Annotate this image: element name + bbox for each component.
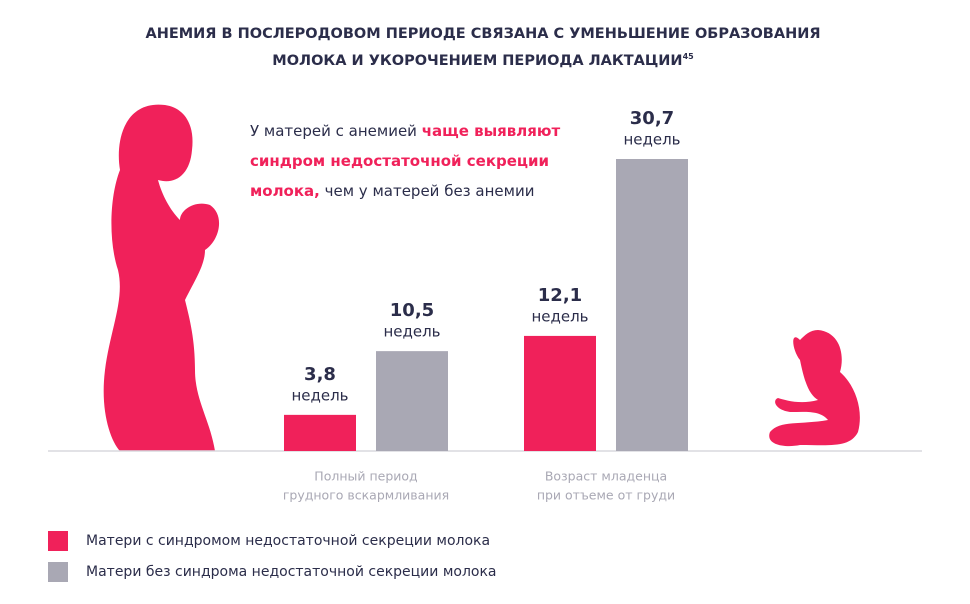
annotation-text: У матерей с анемией xyxy=(250,122,422,140)
value-unit: недель xyxy=(623,131,680,149)
value-unit: недель xyxy=(531,307,588,325)
legend-swatch xyxy=(48,531,68,551)
annotation: У матерей с анемией чаще выявляют синдро… xyxy=(250,116,570,206)
legend-label: Матери без синдрома недостаточной секрец… xyxy=(86,564,497,580)
annotation-text: чем у матерей без анемии xyxy=(319,182,535,200)
value-label: 30,7 xyxy=(630,108,674,129)
mother-silhouette xyxy=(103,104,220,451)
category-label: Возраст младенца xyxy=(545,469,667,484)
annotation-emphasis: чаще выявляют синдром недостаточной секр… xyxy=(250,122,561,200)
category-label: Полный период xyxy=(314,469,417,484)
bar xyxy=(284,414,356,451)
value-label: 10,5 xyxy=(390,300,434,321)
chart-title: МОЛОКА И УКОРОЧЕНИЕМ ПЕРИОДА ЛАКТАЦИИ45 xyxy=(0,52,966,69)
title-ref: 45 xyxy=(682,52,694,61)
value-label: 12,1 xyxy=(538,285,582,306)
bar xyxy=(616,159,688,451)
value-unit: недель xyxy=(383,323,440,341)
category-label: при отъеме от груди xyxy=(537,488,675,503)
chart-title: МОЛОКА И УКОРОЧЕНИЕМ ПЕРИОДА ЛАКТАЦИИ xyxy=(272,52,683,69)
bar xyxy=(524,335,596,451)
legend-label: Матери с синдромом недостаточной секреци… xyxy=(86,533,490,549)
chart-title: АНЕМИЯ В ПОСЛЕРОДОВОМ ПЕРИОДЕ СВЯЗАНА С … xyxy=(145,26,821,42)
value-unit: недель xyxy=(291,386,348,404)
bar xyxy=(376,351,448,451)
baby-silhouette xyxy=(769,330,860,447)
value-label: 3,8 xyxy=(304,364,336,385)
category-label: грудного вскармливания xyxy=(283,488,449,503)
legend-swatch xyxy=(48,562,68,582)
